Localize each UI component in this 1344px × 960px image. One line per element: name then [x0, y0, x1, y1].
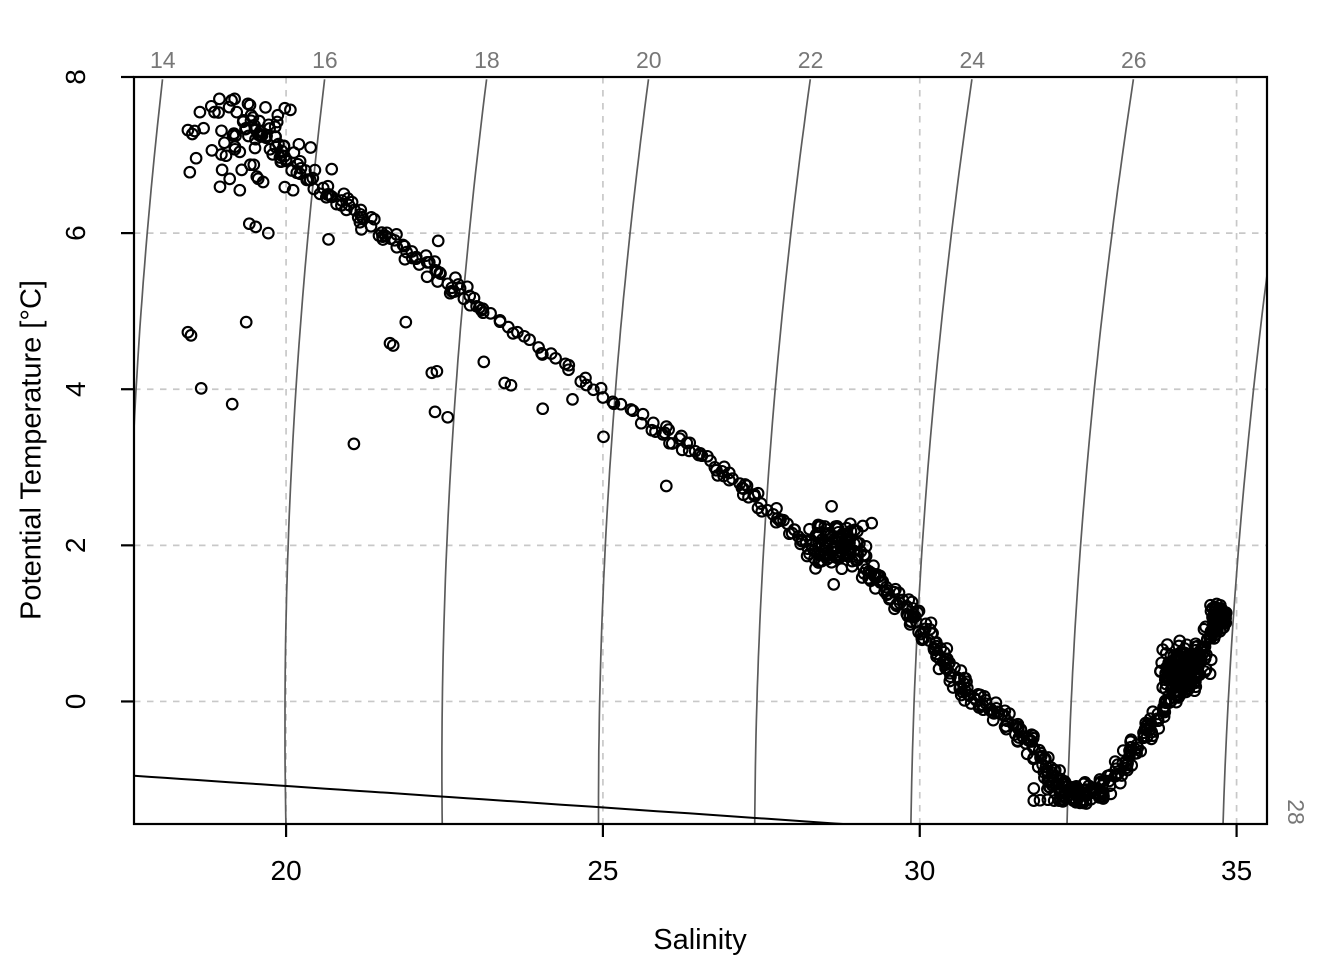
x-tick-label: 20 [271, 855, 302, 886]
isopycnal-top-label: 22 [798, 47, 824, 73]
isopycnal-top-label: 14 [150, 47, 176, 73]
axis-tick-labels: 20 25 30 35 0 2 4 6 8 [60, 69, 1252, 886]
isopycnal-right-label: 28 [1283, 799, 1309, 825]
isopycnal-top-label: 26 [1121, 47, 1147, 73]
axis-ticks [121, 75, 1238, 837]
y-tick-label: 8 [60, 69, 91, 85]
x-tick-label: 25 [587, 855, 618, 886]
x-axis-title: Salinity [653, 924, 747, 956]
isopycnal-labels: 14 16 18 20 22 24 26 28 [150, 47, 1309, 825]
isopycnal-top-label: 18 [474, 47, 500, 73]
plot-frame [132, 75, 1269, 826]
y-axis-title: Potential Temperature [°C] [16, 280, 48, 620]
y-tick-label: 2 [60, 538, 91, 554]
isopycnal-top-label: 24 [959, 47, 985, 73]
isopycnal-top-label: 20 [636, 47, 662, 73]
x-tick-label: 30 [904, 855, 935, 886]
y-tick-label: 4 [60, 381, 91, 397]
x-tick-label: 35 [1221, 855, 1252, 886]
freezing-line [134, 774, 859, 824]
y-tick-label: 0 [60, 694, 91, 710]
isopycnal-top-label: 16 [312, 47, 338, 73]
scatter-points [181, 92, 1233, 810]
y-tick-label: 6 [60, 225, 91, 241]
isopycnal-contours [134, 79, 1267, 824]
